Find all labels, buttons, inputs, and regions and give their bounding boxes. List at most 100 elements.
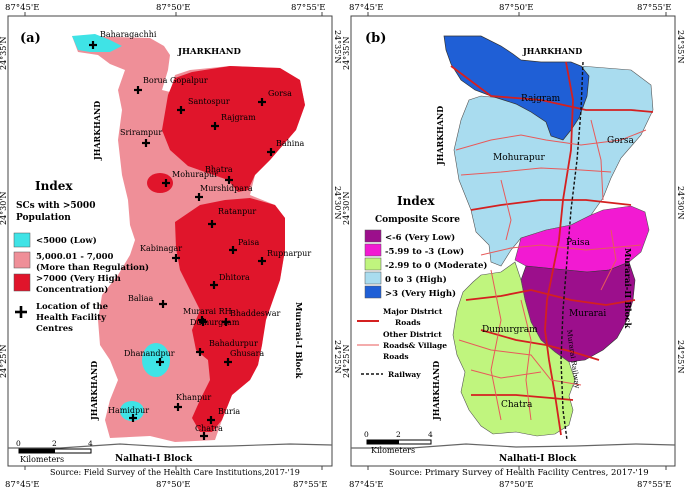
legend-label-low-magenta: -5.99 to -3 (Low): [385, 246, 464, 257]
state-label-left-upper-b: JHARKHAND: [435, 106, 445, 166]
legend-hf-label-1: Location of the: [36, 302, 109, 312]
legend-other-road-2: Roads& Village: [383, 341, 447, 350]
hf-cross-icon: [258, 98, 266, 106]
region-low-baharagachhi: [72, 34, 122, 52]
coord-left-2-b: 24°30'N: [342, 191, 351, 225]
hf-cross-icon: [222, 318, 230, 326]
panel-label-a: (a): [20, 31, 41, 46]
place-label: Bhaddeswar: [230, 309, 281, 318]
place-label: Bahina: [276, 139, 305, 148]
place-label: Dhanandpur: [124, 349, 175, 358]
coord-bottom-1: 87°45'E: [5, 480, 39, 490]
graticule-ticks: [24, 12, 323, 470]
hf-cross-icon: [224, 358, 232, 366]
state-label-left-upper-a: JHARKHAND: [92, 101, 102, 161]
place-label: Rupnarpur: [267, 249, 311, 258]
region-low-hamidpur: [120, 401, 144, 421]
place-label: Santospur: [188, 97, 230, 106]
block-label-bottom-b: Nalhati-I Block: [499, 454, 577, 464]
place-label: Chatra: [195, 424, 223, 433]
place-label: Buria: [218, 407, 240, 416]
place-label: Ghusara: [230, 349, 264, 358]
legend-other-road-3: Roads: [383, 352, 409, 361]
legend-label-very-high-2: Concentration): [36, 284, 108, 295]
coord-bottom-3: 87°55'E: [293, 480, 327, 490]
coord-top-3-b: 87°55'E: [637, 3, 671, 13]
coord-left-2: 24°30'N: [0, 191, 8, 225]
region-label-dumurgram: Dumurgram: [482, 325, 538, 335]
region-very-high-south: [175, 198, 285, 432]
legend-label-moderate-2: (More than Regulation): [36, 262, 149, 273]
legend-railway-label: Railway: [388, 370, 421, 379]
coord-left-3-b: 24°25'N: [342, 344, 351, 378]
hf-cross-icon: [207, 416, 215, 424]
scale-tick-4-b: 4: [428, 430, 433, 439]
place-label: Bahadurpur: [209, 339, 258, 348]
hf-cross-icon: [156, 358, 164, 366]
source-a: Source: Field Survey of the Health Care …: [50, 468, 300, 477]
region-label-mohurapur: Mohurapur: [493, 153, 545, 163]
hf-cross-icon: [196, 348, 204, 356]
coord-top-2: 87°50'E: [156, 3, 190, 13]
legend-b: Index Composite Score <-6 (Very Low) -5.…: [357, 194, 487, 379]
hf-cross-icon: [159, 300, 167, 308]
hf-cross-icon: [200, 432, 208, 440]
scale-tick-4-a: 4: [88, 439, 93, 448]
region-label-chatra: Chatra: [501, 400, 533, 410]
coord-right-2: 24°30'N: [333, 186, 341, 220]
legend-subtitle-b: Composite Score: [375, 215, 460, 225]
hf-cross-icon: [208, 220, 216, 228]
region-moderate-dumurgram-chatra: [452, 261, 576, 437]
road-network: [450, 61, 654, 441]
legend-hf-label-2: Health Facility: [36, 313, 107, 323]
legend-swatch-moderate: [13, 251, 31, 269]
region-low-dhanandpur: [142, 343, 170, 377]
hf-cross-icon: [210, 281, 218, 289]
hf-cross-icon: [134, 86, 142, 94]
map-panel-b: 87°45'E 87°50'E 87°55'E 87°45'E 87°50'E …: [342, 3, 685, 490]
place-label: Bhatra: [205, 165, 233, 174]
scale-tick-0-b: 0: [364, 430, 369, 439]
legend-label-very-low: <-6 (Very Low): [385, 232, 455, 243]
hf-cross-icon: [177, 106, 185, 114]
hf-cross-icon: [172, 254, 180, 262]
block-label-right-a: Murarai-I Block: [293, 302, 303, 380]
legend-subtitle-a-1: SCs with >5000: [16, 201, 95, 211]
legend-swatch-very-low: [364, 229, 382, 243]
legend-swatch-moderate-green: [364, 257, 382, 271]
legend-hf-cross-icon: [15, 306, 27, 318]
legend-other-road-1: Other District: [383, 330, 442, 339]
legend-label-very-high-blue: >3 (Very High): [385, 288, 456, 299]
hf-cross-icon: [174, 403, 182, 411]
scale-unit-b: Kilometers: [371, 446, 415, 455]
hf-cross-icon: [162, 179, 170, 187]
hf-cross-icon: [258, 257, 266, 265]
coord-right-3: 24°25'N: [333, 340, 341, 374]
coord-bottom-2: 87°50'E: [156, 480, 190, 490]
place-label: Murarai RH: [183, 307, 232, 316]
coord-top-1: 87°45'E: [5, 3, 39, 13]
legend-subtitle-a-2: Population: [16, 213, 71, 223]
state-label-top-a: JHARKHAND: [177, 47, 241, 57]
region-very-high-north: [162, 66, 305, 192]
legend-swatch-very-high: [13, 273, 31, 292]
scale-tick-2-b: 2: [396, 430, 401, 439]
legend-label-very-high-1: >7000 (Very High: [36, 273, 121, 284]
coord-bottom-3-b: 87°55'E: [637, 480, 671, 490]
scale-tick-0-a: 0: [16, 439, 21, 448]
place-label: Rajgram: [221, 113, 256, 122]
coord-top-1-b: 87°45'E: [349, 3, 383, 13]
place-label: Dhitora: [219, 273, 250, 282]
legend-hf-label-3: Centres: [36, 324, 73, 334]
block-label-bottom-a: Nalhati-I Block: [115, 454, 193, 464]
coord-top-2-b: 87°50'E: [499, 3, 533, 13]
scale-tick-2-a: 2: [52, 439, 57, 448]
place-label: Mohurapur: [172, 170, 218, 179]
legend-label-moderate-green: -2.99 to 0 (Moderate): [385, 260, 487, 271]
legend-major-road-2: Roads: [395, 318, 421, 327]
coord-bottom-1-b: 87°45'E: [349, 480, 383, 490]
hf-cross-icon: [199, 318, 207, 326]
coord-left-1: 24°35'N: [0, 36, 8, 70]
place-label: Khanpur: [176, 393, 211, 402]
legend-swatch-low-magenta: [364, 243, 382, 257]
